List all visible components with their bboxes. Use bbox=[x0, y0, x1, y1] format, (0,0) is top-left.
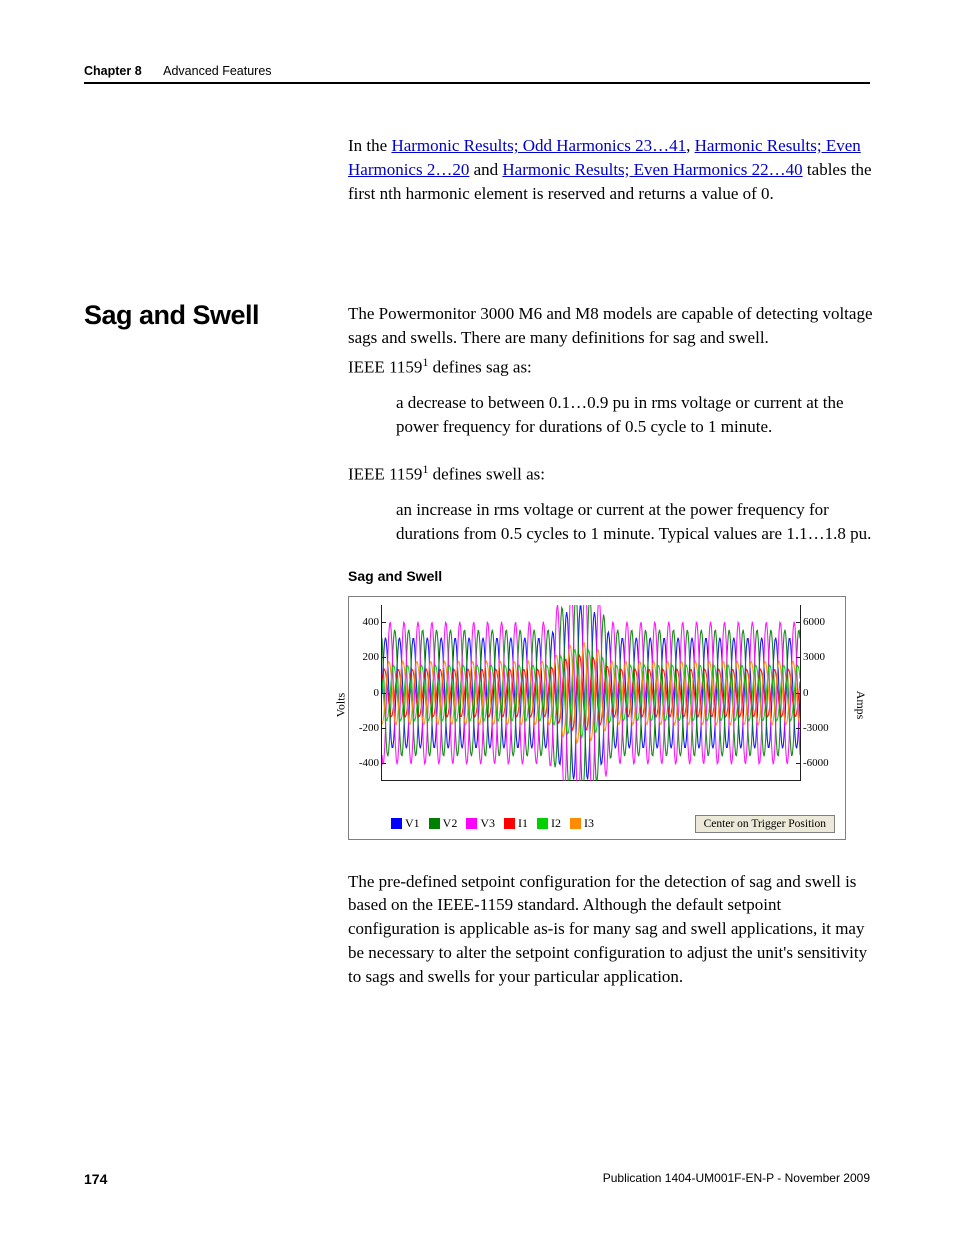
center-trigger-button[interactable]: Center on Trigger Position bbox=[695, 815, 835, 833]
ieee-ref: IEEE 1159 bbox=[348, 357, 422, 376]
y-axis-label-amps: Amps bbox=[854, 690, 869, 719]
chapter-number: Chapter 8 bbox=[84, 64, 142, 78]
section-p3: IEEE 11591 defines swell as: bbox=[348, 461, 876, 486]
legend-label: I1 bbox=[518, 816, 528, 831]
legend-item-I1: I1 bbox=[504, 816, 528, 831]
legend-swatch bbox=[570, 818, 581, 829]
legend-swatch bbox=[429, 818, 440, 829]
legend-item-V3: V3 bbox=[466, 816, 495, 831]
legend-label: V1 bbox=[405, 816, 420, 831]
legend-swatch bbox=[466, 818, 477, 829]
ieee-ref-post: defines sag as: bbox=[428, 357, 531, 376]
left-tick-label: 0 bbox=[374, 687, 380, 699]
chart-legend: V1 V2 V3 I1 I2 I3 bbox=[391, 816, 594, 831]
right-tick-label: -3000 bbox=[803, 722, 829, 734]
section-p1: The Powermonitor 3000 M6 and M8 models a… bbox=[348, 302, 876, 350]
right-tick-label: 6000 bbox=[803, 616, 825, 628]
chapter-title: Advanced Features bbox=[163, 64, 271, 78]
header-rule bbox=[84, 82, 870, 84]
left-tick-label: -400 bbox=[359, 757, 379, 769]
legend-label: V2 bbox=[443, 816, 458, 831]
legend-item-I3: I3 bbox=[570, 816, 594, 831]
legend-label: I3 bbox=[584, 816, 594, 831]
left-tick-label: 200 bbox=[363, 651, 380, 663]
harmonic-link-odd[interactable]: Harmonic Results; Odd Harmonics 23…41 bbox=[391, 136, 686, 155]
right-tick-label: 0 bbox=[803, 687, 809, 699]
ieee-ref: IEEE 1159 bbox=[348, 464, 422, 483]
legend-item-V1: V1 bbox=[391, 816, 420, 831]
y-axis-label-volts: Volts bbox=[334, 692, 349, 716]
page-footer: 174 Publication 1404-UM001F-EN-P - Novem… bbox=[84, 1171, 870, 1187]
harmonic-link-even-22-40[interactable]: Harmonic Results; Even Harmonics 22…40 bbox=[502, 160, 802, 179]
page-number: 174 bbox=[84, 1171, 107, 1187]
intro-paragraph: In the Harmonic Results; Odd Harmonics 2… bbox=[348, 134, 876, 205]
legend-swatch bbox=[391, 818, 402, 829]
intro-text: and bbox=[469, 160, 502, 179]
waveform-plot bbox=[382, 605, 800, 781]
sag-swell-chart: Volts Amps 4002000-200-400600030000-3000… bbox=[348, 596, 846, 840]
legend-label: I2 bbox=[551, 816, 561, 831]
section-p-after: The pre-defined setpoint configuration f… bbox=[348, 870, 876, 989]
swell-definition: an increase in rms voltage or current at… bbox=[396, 498, 876, 546]
legend-item-V2: V2 bbox=[429, 816, 458, 831]
intro-text: In the bbox=[348, 136, 391, 155]
legend-label: V3 bbox=[480, 816, 495, 831]
figure-title: Sag and Swell bbox=[348, 568, 876, 584]
ieee-ref-post: defines swell as: bbox=[428, 464, 545, 483]
right-tick-label: -6000 bbox=[803, 757, 829, 769]
intro-text: , bbox=[686, 136, 695, 155]
left-tick-label: -200 bbox=[359, 722, 379, 734]
legend-item-I2: I2 bbox=[537, 816, 561, 831]
left-tick-label: 400 bbox=[363, 616, 380, 628]
section-heading-sag-swell: Sag and Swell bbox=[84, 300, 259, 331]
section-p2: IEEE 11591 defines sag as: bbox=[348, 354, 876, 379]
right-tick-label: 3000 bbox=[803, 651, 825, 663]
publication-id: Publication 1404-UM001F-EN-P - November … bbox=[603, 1171, 870, 1187]
sag-definition: a decrease to between 0.1…0.9 pu in rms … bbox=[396, 391, 876, 439]
legend-swatch bbox=[504, 818, 515, 829]
page-header: Chapter 8 Advanced Features bbox=[84, 64, 870, 78]
legend-swatch bbox=[537, 818, 548, 829]
